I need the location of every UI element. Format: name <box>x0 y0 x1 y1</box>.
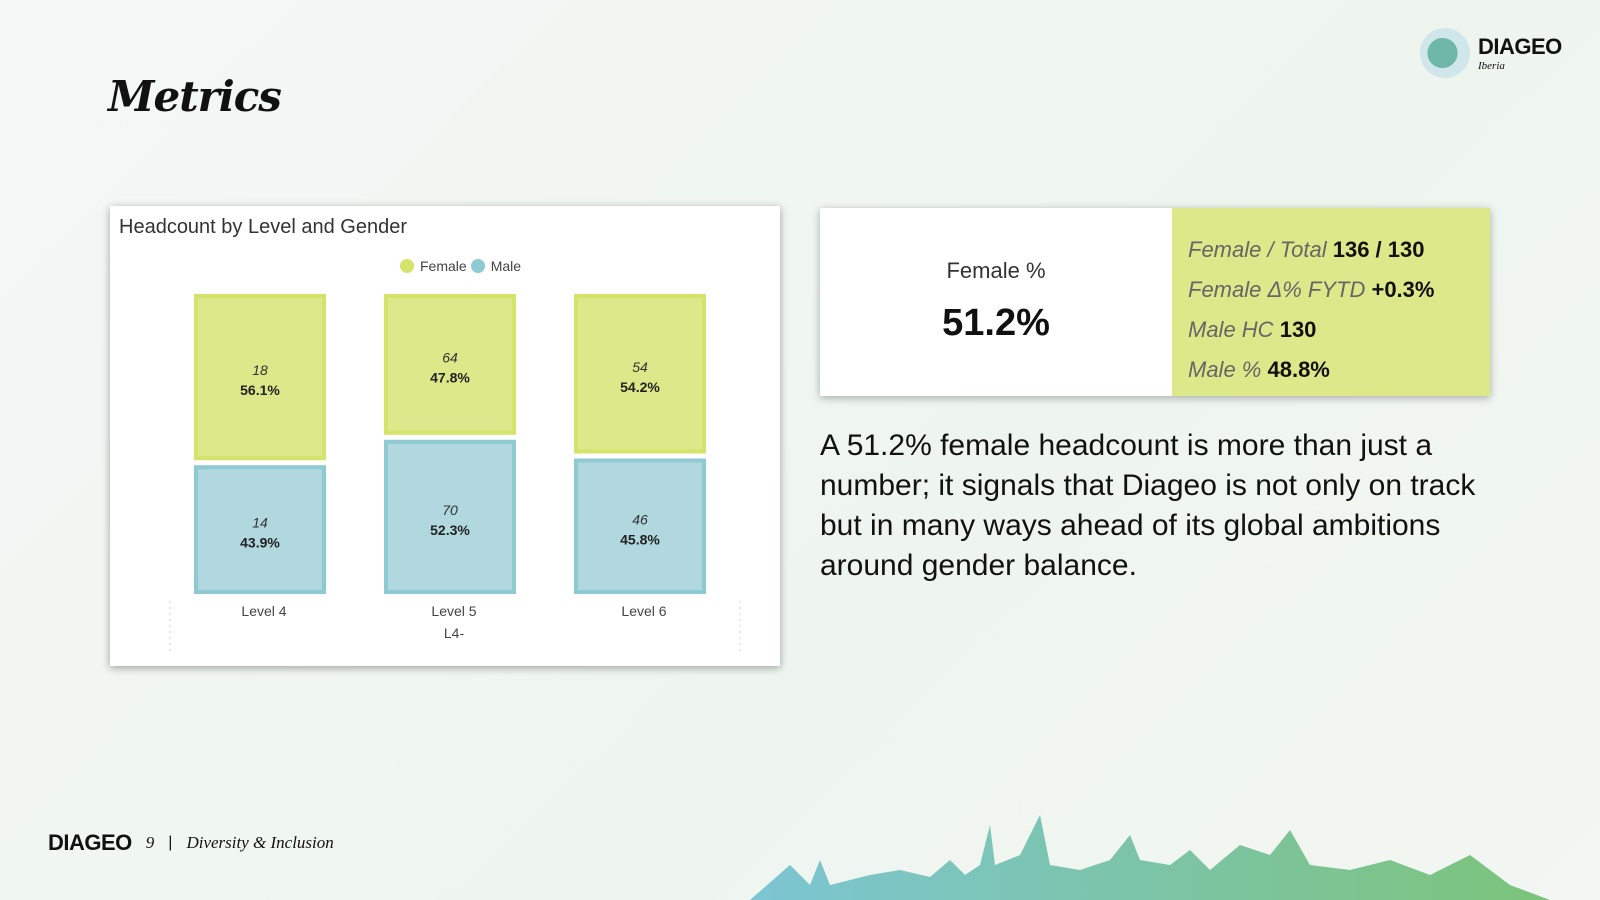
data-label-count: 64 <box>442 349 458 365</box>
kpi-row: Male HC 130 <box>1188 310 1474 350</box>
kpi-row-key: Female / Total <box>1188 237 1327 262</box>
data-label-percent: 47.8% <box>430 369 470 385</box>
headcount-chart: 18 56.1% 14 43.9% Level 4 64 47.8% 70 52.3% Level… <box>110 206 780 666</box>
kpi-row-value: 48.8% <box>1267 357 1330 382</box>
female-pct-kpi: Female % 51.2% Female / Total 136 / 130 F… <box>820 208 1490 396</box>
data-label-percent: 45.8% <box>620 531 660 547</box>
city-skyline-illustration <box>750 815 1550 900</box>
bar-male-level-5[interactable] <box>384 439 516 594</box>
legend-female: Female <box>420 258 467 274</box>
footer-divider: | <box>168 834 173 851</box>
x-tick-label: Level 6 <box>621 603 666 619</box>
bar-female-level-5[interactable] <box>384 294 516 435</box>
kpi-row-key: Male % <box>1188 357 1262 382</box>
bar-female-level-4[interactable] <box>194 294 326 461</box>
iberia-map-icon <box>1420 28 1470 78</box>
x-tick-label: Level 5 <box>431 603 476 619</box>
kpi-row-value: 136 / 130 <box>1332 237 1425 262</box>
data-label-count: 14 <box>252 515 268 531</box>
footer-brand: DIAGEO <box>48 830 132 855</box>
bar-male-level-4[interactable] <box>194 465 326 594</box>
bar-male-level-6[interactable] <box>574 458 706 594</box>
data-label-count: 18 <box>252 362 268 378</box>
data-label-percent: 52.3% <box>430 522 470 538</box>
footer-section: Diversity & Inclusion <box>186 833 334 852</box>
page-title: Metrics <box>108 72 282 121</box>
kpi-label: Female % <box>946 258 1046 283</box>
x-tick-label: Level 4 <box>241 603 286 619</box>
data-label-count: 70 <box>442 502 458 518</box>
chart-plot: 18 56.1% 14 43.9% Level 4 64 47.8% 70 52.3% Level… <box>169 294 741 651</box>
kpi-row: Male % 48.8% <box>1188 350 1474 390</box>
logo-sub: Iberia <box>1478 60 1505 72</box>
data-label-count: 46 <box>632 511 648 527</box>
legend-male: Male <box>490 258 522 274</box>
kpi-row-key: Female Δ% FYTD <box>1188 277 1366 302</box>
bar-female-level-6[interactable] <box>574 294 706 454</box>
data-label-percent: 54.2% <box>620 379 660 395</box>
diageo-iberia-logo: DIAGEO Iberia <box>1420 28 1562 78</box>
legend-female-dot <box>400 259 414 273</box>
data-label-percent: 56.1% <box>240 382 280 398</box>
legend-male-dot <box>470 259 485 273</box>
data-label-count: 54 <box>632 359 648 375</box>
data-label-percent: 43.9% <box>240 535 280 551</box>
kpi-row: Female / Total 136 / 130 <box>1188 230 1474 270</box>
logo-brand: DIAGEO <box>1478 34 1562 59</box>
x-axis-label: L4- <box>444 625 465 641</box>
kpi-row-value: 130 <box>1279 317 1317 342</box>
kpi-details: Female / Total 136 / 130 Female Δ% FYTD +… <box>1172 208 1490 396</box>
chart-legend: Female Male <box>400 258 521 274</box>
summary-paragraph: A 51.2% female headcount is more than ju… <box>820 429 1476 582</box>
page-number: 9 <box>145 833 155 852</box>
kpi-row-value: +0.3% <box>1371 277 1435 302</box>
chart-title: Headcount by Level and Gender <box>119 216 407 238</box>
footer: DIAGEO 9 | Diversity & Inclusion <box>48 830 334 856</box>
kpi-row: Female Δ% FYTD +0.3% <box>1188 270 1474 310</box>
kpi-row-key: Male HC <box>1188 317 1274 342</box>
kpi-value: 51.2% <box>942 302 1050 344</box>
